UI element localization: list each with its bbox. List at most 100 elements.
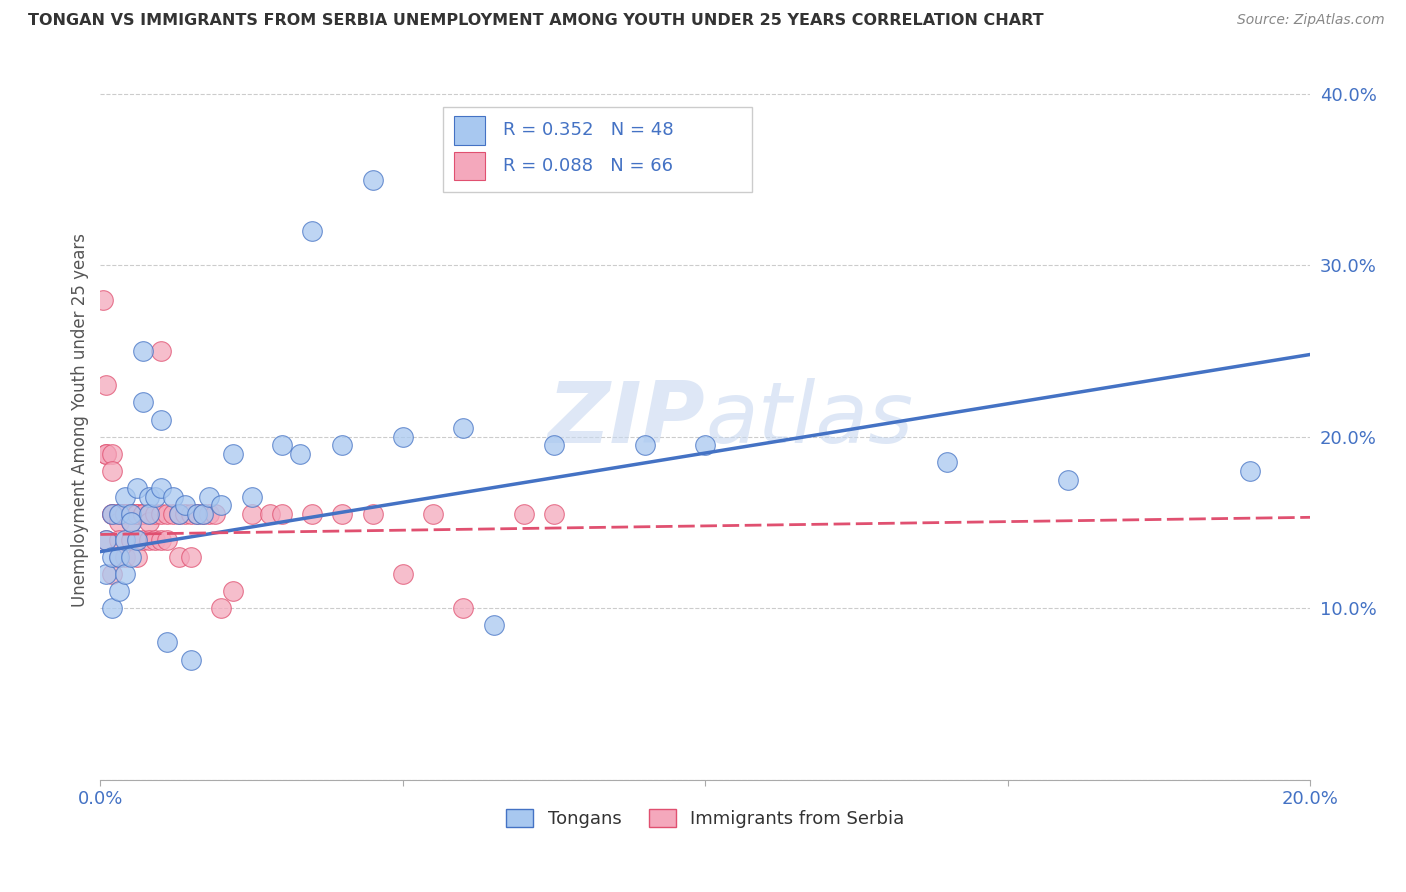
Legend: Tongans, Immigrants from Serbia: Tongans, Immigrants from Serbia xyxy=(499,802,911,836)
Point xyxy=(131,344,153,359)
Point xyxy=(120,507,142,521)
Point xyxy=(96,447,118,461)
Point xyxy=(330,438,353,452)
Point xyxy=(193,507,215,521)
Point xyxy=(125,481,148,495)
Point xyxy=(204,507,226,521)
Point xyxy=(186,507,208,521)
Text: atlas: atlas xyxy=(706,378,914,461)
Point xyxy=(167,549,190,564)
Point xyxy=(167,507,190,521)
Point xyxy=(96,533,118,547)
Point xyxy=(180,549,202,564)
Point xyxy=(222,447,245,461)
Point xyxy=(138,507,160,521)
Point xyxy=(120,507,142,521)
Point xyxy=(240,507,263,521)
Point xyxy=(107,549,129,564)
Point xyxy=(138,507,160,521)
Point xyxy=(361,172,384,186)
Point xyxy=(101,601,124,615)
Point xyxy=(162,507,184,521)
Point xyxy=(125,507,148,521)
Point xyxy=(107,507,129,521)
Point xyxy=(114,507,136,521)
Point xyxy=(149,533,172,547)
Point xyxy=(301,507,323,521)
Point xyxy=(209,499,232,513)
Point xyxy=(120,507,142,521)
Point xyxy=(93,293,115,307)
Point xyxy=(107,549,129,564)
Point xyxy=(1057,473,1080,487)
Point xyxy=(240,490,263,504)
Point xyxy=(138,533,160,547)
Point xyxy=(138,490,160,504)
Point xyxy=(114,507,136,521)
Point xyxy=(120,507,142,521)
Point xyxy=(96,447,118,461)
Point xyxy=(288,447,311,461)
Point xyxy=(131,507,153,521)
Y-axis label: Unemployment Among Youth under 25 years: Unemployment Among Youth under 25 years xyxy=(72,233,89,607)
Text: Source: ZipAtlas.com: Source: ZipAtlas.com xyxy=(1237,13,1385,28)
Point xyxy=(96,533,118,547)
Point xyxy=(125,507,148,521)
Point xyxy=(392,566,415,581)
Point xyxy=(162,490,184,504)
Point xyxy=(143,507,166,521)
Point xyxy=(107,533,129,547)
Point xyxy=(101,549,124,564)
Point xyxy=(259,507,281,521)
Text: R = 0.088   N = 66: R = 0.088 N = 66 xyxy=(503,157,673,175)
Point xyxy=(453,421,475,435)
Point xyxy=(392,430,415,444)
Point xyxy=(101,447,124,461)
Point xyxy=(156,635,179,649)
Point xyxy=(114,566,136,581)
Text: ZIP: ZIP xyxy=(548,378,706,461)
Point xyxy=(149,344,172,359)
Point xyxy=(174,499,197,513)
Point xyxy=(634,438,657,452)
Point xyxy=(143,533,166,547)
Point xyxy=(125,549,148,564)
Point xyxy=(174,507,197,521)
Point xyxy=(209,601,232,615)
Point xyxy=(422,507,444,521)
Point xyxy=(186,507,208,521)
Point xyxy=(193,507,215,521)
Point xyxy=(936,455,959,469)
Point xyxy=(114,533,136,547)
Point xyxy=(222,584,245,599)
Point xyxy=(107,516,129,530)
Point xyxy=(301,224,323,238)
Point xyxy=(96,566,118,581)
Point xyxy=(513,507,536,521)
Point xyxy=(156,533,179,547)
Point xyxy=(120,516,142,530)
Point xyxy=(482,618,505,632)
Point xyxy=(543,507,565,521)
Point xyxy=(131,533,153,547)
Point xyxy=(270,438,292,452)
Point xyxy=(149,481,172,495)
Point xyxy=(114,507,136,521)
Point xyxy=(198,507,221,521)
Point xyxy=(120,549,142,564)
Point xyxy=(101,507,124,521)
Point xyxy=(120,533,142,547)
Point xyxy=(107,584,129,599)
Point xyxy=(125,533,148,547)
Point xyxy=(156,507,179,521)
Point xyxy=(330,507,353,521)
Point xyxy=(361,507,384,521)
Point xyxy=(107,507,129,521)
Point xyxy=(180,652,202,666)
Point xyxy=(120,516,142,530)
Point xyxy=(131,507,153,521)
Point xyxy=(131,395,153,409)
Point xyxy=(101,566,124,581)
Point xyxy=(101,464,124,478)
Point xyxy=(125,533,148,547)
